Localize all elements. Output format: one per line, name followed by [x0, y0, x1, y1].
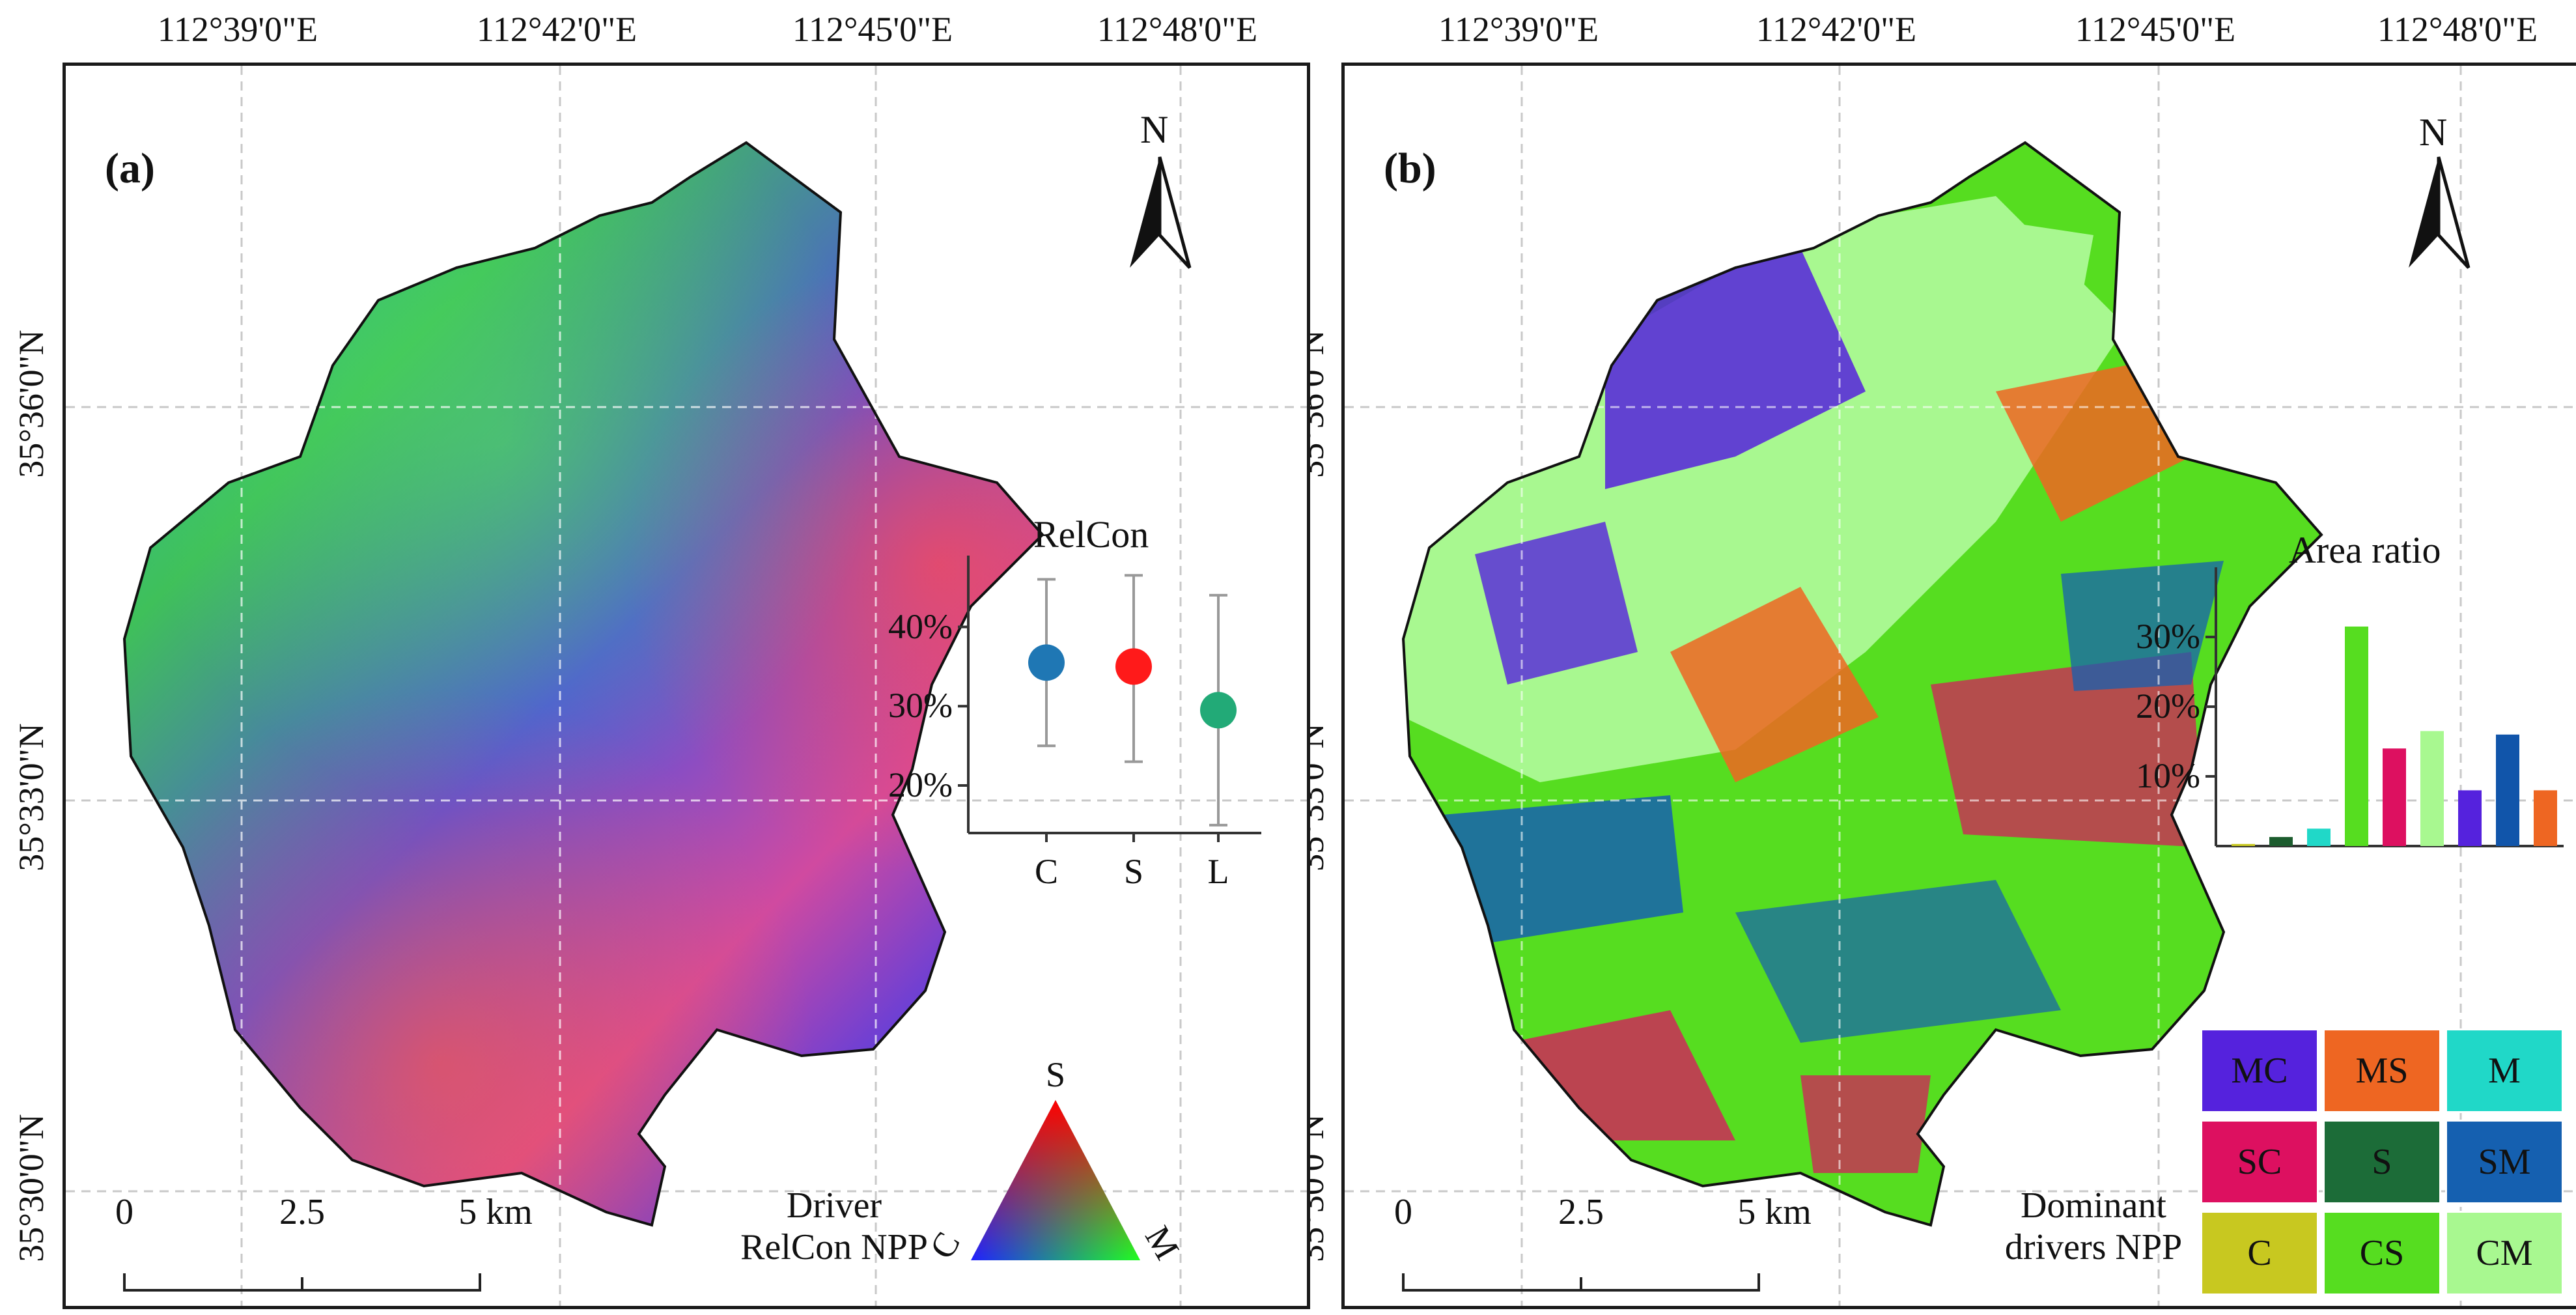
area-bar-M — [2307, 828, 2331, 846]
area-ytick-label-2: 30% — [2136, 617, 2200, 656]
relcon-point-S — [1115, 648, 1152, 685]
latitude-label-a-2: 35°33'0"N — [12, 723, 51, 871]
area-bar-SC — [2383, 748, 2406, 846]
longitude-label-b-2: 112°42'0"E — [1756, 10, 1917, 49]
north-letter-b: N — [2419, 111, 2448, 154]
longitude-label-b-4: 112°48'0"E — [2377, 10, 2538, 49]
scale-label-2-5-a: 2.5 — [279, 1192, 325, 1232]
area-bar-CM — [2420, 731, 2444, 846]
longitude-label-a-1: 112°39'0"E — [157, 10, 318, 49]
relcon-xtick-label-S: S — [1123, 852, 1144, 891]
area-bar-C — [2232, 843, 2255, 846]
dominant-drivers-map-b — [1345, 66, 2576, 1306]
relcon-map-a — [66, 66, 1307, 1306]
scale-label-5km-a: 5 km — [458, 1192, 533, 1232]
panel-label-a: (a) — [105, 145, 155, 192]
legend-cell-c: C — [2200, 1211, 2319, 1295]
area-bar-MS — [2534, 790, 2557, 846]
latitude-label-a-3: 35°30'0"N — [12, 1114, 51, 1262]
scale-label-5km-b: 5 km — [1737, 1192, 1812, 1232]
relcon-chart-title: RelCon — [1033, 513, 1149, 556]
relcon-ytick-label-2: 40% — [888, 606, 953, 646]
relcon-raster-a — [124, 143, 1043, 1225]
area-bar-MC — [2458, 790, 2482, 846]
relcon-xtick-label-C: C — [1034, 852, 1059, 891]
scale-label-0-a: 0 — [115, 1192, 133, 1232]
scale-label-0-b: 0 — [1394, 1192, 1412, 1232]
area-bar-S — [2269, 837, 2293, 846]
panel-description-b-line2: drivers NPP — [2004, 1227, 2183, 1267]
relcon-ytick-label-0: 20% — [888, 765, 953, 804]
area-bar-SM — [2496, 734, 2519, 846]
area-ytick-label-0: 10% — [2136, 756, 2200, 795]
legend-cell-s: S — [2323, 1120, 2441, 1204]
area-bar-CS — [2345, 626, 2368, 846]
relcon-xtick-label-L: L — [1207, 852, 1229, 891]
panel-description-a-line1: Driver — [786, 1185, 882, 1226]
legend-cell-sm: SM — [2445, 1120, 2564, 1204]
longitude-label-b-3: 112°45'0"E — [2075, 10, 2236, 49]
north-letter-a: N — [1140, 108, 1169, 151]
latitude-label-a-1: 35°36'0"N — [12, 330, 51, 478]
longitude-label-a-2: 112°42'0"E — [476, 10, 637, 49]
legend-cell-ms: MS — [2323, 1028, 2441, 1113]
panel-description-b-line1: Dominant — [2021, 1185, 2166, 1226]
dominant-drivers-legend: MC MS M SC S SM C CS CM — [2200, 1028, 2568, 1298]
panel-description-b: Dominant drivers NPP — [1983, 1185, 2204, 1268]
relcon-ytick-label-1: 30% — [888, 686, 953, 726]
scale-bar-b — [1402, 1273, 1760, 1292]
legend-cell-m: M — [2445, 1028, 2564, 1113]
north-arrow-icon-b — [2409, 156, 2471, 269]
triangle-label-top: S — [1046, 1055, 1066, 1094]
area-ratio-chart — [2205, 567, 2564, 847]
area-ytick-label-1: 20% — [2136, 686, 2200, 726]
longitude-label-a-3: 112°45'0"E — [792, 10, 953, 49]
panel-description-a: Driver RelCon NPP — [717, 1185, 951, 1268]
map-panel-b: (b) N Area ratio 10% 20% 30% MC MS M SC S SM C CS… — [1341, 63, 2576, 1309]
north-arrow-icon-a — [1130, 156, 1192, 269]
legend-cell-sc: SC — [2200, 1120, 2319, 1204]
legend-cell-cm: CM — [2445, 1211, 2564, 1295]
map-panel-a: (a) N RelCon 20% 30% 40% C S L S C M Driver R… — [63, 63, 1310, 1309]
panel-description-a-line2: RelCon NPP — [740, 1227, 928, 1267]
longitude-label-a-4: 112°48'0"E — [1097, 10, 1258, 49]
scale-label-2-5-b: 2.5 — [1558, 1192, 1604, 1232]
panel-label-b: (b) — [1384, 145, 1436, 192]
longitude-label-b-1: 112°39'0"E — [1438, 10, 1599, 49]
relcon-point-L — [1200, 692, 1237, 729]
legend-cell-mc: MC — [2200, 1028, 2319, 1113]
triangle-color-legend — [971, 1100, 1140, 1260]
relcon-point-C — [1028, 644, 1065, 681]
legend-cell-cs: CS — [2323, 1211, 2441, 1295]
scale-bar-a — [123, 1273, 481, 1292]
relcon-chart — [958, 556, 1261, 842]
area-ratio-chart-title: Area ratio — [2289, 529, 2441, 571]
